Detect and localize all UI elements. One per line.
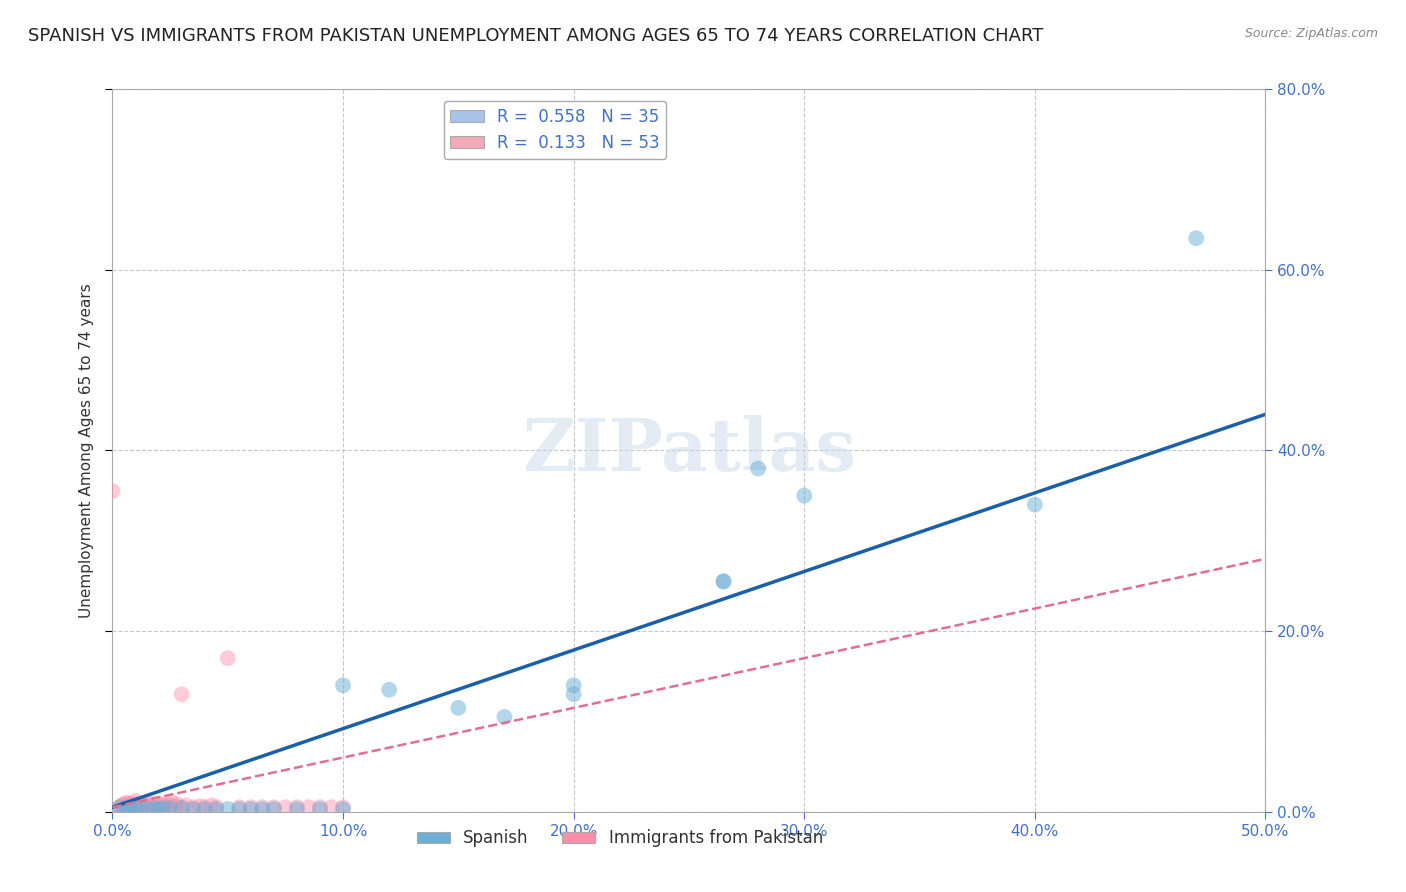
Point — [494, 710, 516, 724]
Point — [713, 574, 735, 589]
Point — [141, 800, 163, 814]
Point — [174, 798, 197, 813]
Point — [378, 682, 401, 697]
Point — [112, 801, 135, 815]
Point — [143, 797, 166, 811]
Point — [181, 800, 204, 814]
Point — [201, 798, 224, 813]
Point — [124, 794, 146, 808]
Point — [108, 800, 131, 814]
Point — [252, 802, 274, 816]
Text: Source: ZipAtlas.com: Source: ZipAtlas.com — [1244, 27, 1378, 40]
Point — [143, 801, 166, 815]
Point — [112, 802, 135, 816]
Point — [136, 802, 159, 816]
Point — [129, 800, 152, 814]
Point — [309, 802, 332, 816]
Point — [194, 802, 217, 816]
Point — [117, 800, 139, 814]
Point — [188, 799, 211, 814]
Point — [101, 484, 124, 499]
Point — [145, 799, 167, 814]
Point — [166, 797, 188, 812]
Point — [120, 800, 142, 814]
Point — [297, 800, 319, 814]
Point — [263, 800, 285, 814]
Point — [159, 801, 181, 815]
Point — [124, 801, 146, 815]
Point — [134, 799, 156, 814]
Point — [159, 798, 181, 813]
Point — [117, 799, 139, 814]
Point — [239, 800, 262, 814]
Point — [111, 798, 134, 813]
Point — [148, 802, 170, 816]
Point — [747, 461, 769, 475]
Point — [138, 798, 160, 813]
Point — [332, 800, 354, 814]
Point — [115, 800, 138, 814]
Point — [108, 802, 131, 816]
Point — [194, 800, 217, 814]
Point — [170, 801, 193, 815]
Point — [274, 800, 297, 814]
Point — [129, 801, 152, 815]
Point — [252, 800, 274, 814]
Point — [170, 687, 193, 701]
Point — [285, 800, 308, 814]
Point — [122, 799, 145, 814]
Point — [321, 800, 343, 814]
Point — [1185, 231, 1208, 245]
Point — [309, 800, 332, 814]
Point — [447, 701, 470, 715]
Point — [117, 797, 139, 811]
Point — [120, 797, 142, 812]
Y-axis label: Unemployment Among Ages 65 to 74 years: Unemployment Among Ages 65 to 74 years — [79, 283, 94, 618]
Point — [120, 802, 142, 816]
Point — [108, 800, 131, 814]
Point — [228, 800, 250, 814]
Point — [205, 800, 228, 814]
Point — [152, 799, 174, 814]
Point — [1024, 498, 1046, 512]
Point — [285, 802, 308, 816]
Point — [162, 796, 184, 810]
Point — [562, 687, 585, 701]
Point — [170, 800, 193, 814]
Point — [155, 797, 177, 811]
Point — [181, 802, 204, 816]
Legend: Spanish, Immigrants from Pakistan: Spanish, Immigrants from Pakistan — [411, 822, 830, 854]
Point — [713, 574, 735, 589]
Point — [131, 797, 153, 812]
Point — [332, 802, 354, 816]
Point — [152, 801, 174, 815]
Point — [156, 800, 179, 814]
Point — [562, 678, 585, 692]
Point — [228, 802, 250, 816]
Point — [217, 802, 239, 816]
Text: SPANISH VS IMMIGRANTS FROM PAKISTAN UNEMPLOYMENT AMONG AGES 65 TO 74 YEARS CORRE: SPANISH VS IMMIGRANTS FROM PAKISTAN UNEM… — [28, 27, 1043, 45]
Point — [127, 798, 149, 813]
Point — [124, 800, 146, 814]
Point — [205, 802, 228, 816]
Point — [793, 489, 815, 503]
Point — [217, 651, 239, 665]
Point — [115, 796, 138, 810]
Point — [124, 797, 146, 811]
Point — [112, 797, 135, 812]
Point — [239, 802, 262, 816]
Point — [332, 678, 354, 692]
Point — [163, 800, 186, 814]
Point — [148, 800, 170, 814]
Point — [136, 796, 159, 810]
Text: ZIPatlas: ZIPatlas — [522, 415, 856, 486]
Point — [263, 802, 285, 816]
Point — [149, 797, 172, 812]
